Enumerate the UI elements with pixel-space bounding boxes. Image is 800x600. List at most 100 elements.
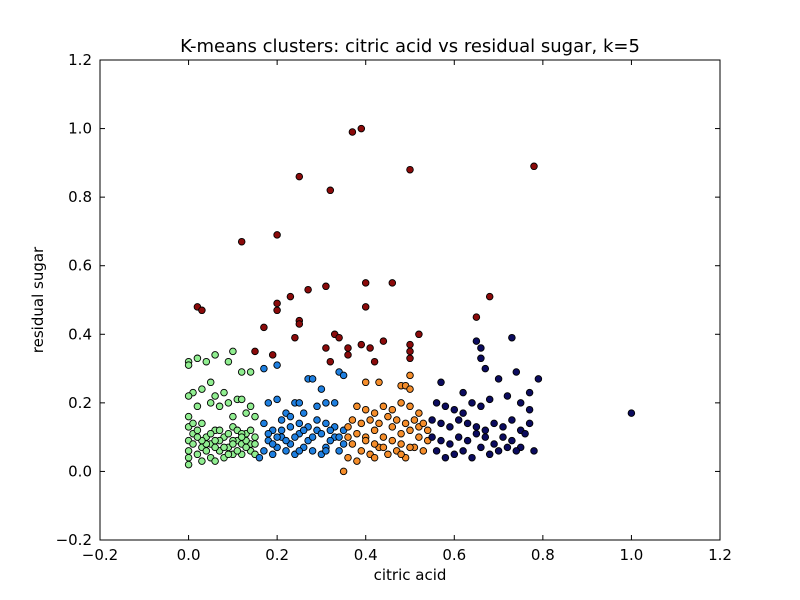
cluster-4-point (477, 402, 485, 411)
cluster-3-point (344, 453, 352, 462)
y-tick-label: −0.2 (56, 531, 92, 549)
cluster-1-point (229, 412, 237, 421)
cluster-2-point (322, 399, 330, 407)
cluster-1-point (211, 457, 219, 465)
cluster-5-point (268, 351, 277, 359)
cluster-3-point (375, 378, 383, 387)
cluster-2-point (313, 402, 321, 411)
cluster-4-point (463, 419, 472, 428)
cluster-3-point (384, 450, 392, 459)
cluster-1-point (237, 368, 246, 376)
cluster-4-point (437, 436, 445, 445)
cluster-1-point (198, 419, 206, 428)
y-axis: −0.2 0.0 0.2 0.4 0.6 0.8 1.0 1.2 (56, 51, 720, 549)
cluster-4-point (534, 375, 543, 383)
plot-frame (99, 59, 721, 541)
cluster-1-point (233, 447, 242, 455)
x-tick-label: 1.2 (708, 546, 732, 564)
cluster-4-point (490, 419, 498, 428)
cluster-5-point (304, 285, 312, 294)
cluster-4-point (432, 447, 441, 455)
cluster-1-point (246, 368, 255, 376)
x-tick-label: 0.6 (442, 546, 466, 564)
cluster-3-point (406, 426, 414, 435)
cluster-4-point (499, 423, 507, 431)
cluster-3-point (339, 467, 348, 476)
cluster-3-point (419, 447, 428, 455)
cluster-1-point (237, 433, 246, 441)
cluster-2-point (295, 447, 304, 455)
cluster-5-point (348, 128, 357, 136)
cluster-2-point (317, 429, 326, 438)
y-tick-label: 1.0 (68, 120, 92, 138)
cluster-4-point (481, 364, 490, 373)
cluster-2-point (255, 453, 264, 462)
cluster-4-point (494, 375, 503, 383)
cluster-5-point (361, 279, 370, 287)
cluster-4-point (459, 388, 467, 397)
cluster-4-point (446, 440, 454, 448)
cluster-1-point (198, 385, 206, 393)
y-tick-label: 0.2 (68, 394, 92, 412)
cluster-3-point (344, 423, 352, 431)
cluster-3-point (361, 378, 370, 387)
cluster-3-point (406, 371, 414, 380)
cluster-2-point (326, 436, 335, 445)
cluster-3-point (388, 423, 397, 431)
cluster-4-point (446, 423, 454, 431)
cluster-1-point (215, 426, 224, 435)
cluster-5-point (406, 354, 414, 363)
cluster-1-point (193, 354, 202, 363)
x-tick-label: 1.0 (619, 546, 643, 564)
cluster-3-point (406, 402, 414, 411)
cluster-2-point (308, 447, 317, 455)
cluster-2-point (282, 447, 290, 455)
cluster-3-point (397, 450, 405, 459)
cluster-3-point (379, 443, 388, 452)
cluster-5-point (415, 330, 423, 339)
cluster-5-point (406, 347, 414, 356)
cluster-4-point (512, 368, 521, 376)
cluster-4-point (454, 416, 463, 424)
cluster-5-point (357, 124, 366, 133)
cluster-2-point (277, 416, 286, 424)
cluster-1-point (224, 450, 233, 459)
cluster-4-point (472, 423, 481, 431)
cluster-1-point (224, 357, 233, 366)
cluster-1-point (184, 392, 193, 400)
cluster-3-point (370, 409, 379, 417)
cluster-3-point (353, 457, 361, 465)
cluster-5-point (286, 292, 295, 301)
cluster-3-point (344, 433, 352, 441)
cluster-3-point (353, 402, 361, 411)
cluster-5-point (322, 344, 330, 352)
x-tick-label: 0.8 (531, 546, 555, 564)
cluster-4-point (477, 344, 485, 352)
cluster-2-point (260, 364, 268, 373)
cluster-1-point (206, 399, 215, 407)
cluster-5-point (344, 351, 352, 359)
cluster-2-point (322, 447, 330, 455)
cluster-5-point (326, 357, 335, 366)
cluster-5-point (370, 357, 379, 366)
cluster-5-point (273, 231, 281, 239)
cluster-5-point (295, 172, 304, 181)
cluster-1-point (211, 443, 219, 452)
cluster-2-point (273, 395, 281, 404)
cluster-3-point (379, 402, 388, 411)
cluster-1-point (211, 436, 219, 445)
cluster-5-point (291, 333, 299, 342)
cluster-2-point (268, 450, 277, 459)
cluster-5-point (251, 347, 259, 356)
cluster-5-point (335, 333, 343, 342)
cluster-4-point (468, 453, 476, 462)
x-axis-label: citric acid (374, 566, 447, 584)
cluster-5-point (472, 313, 481, 321)
cluster-3-point (392, 416, 401, 424)
cluster-2-point (277, 426, 286, 435)
cluster-5-point (273, 299, 281, 308)
cluster-5-point (273, 306, 281, 315)
cluster-5-point (361, 303, 370, 311)
cluster-2-point (264, 429, 273, 438)
x-axis: −0.2 0.0 0.2 0.4 0.6 0.8 1.0 1.2 (82, 60, 732, 564)
